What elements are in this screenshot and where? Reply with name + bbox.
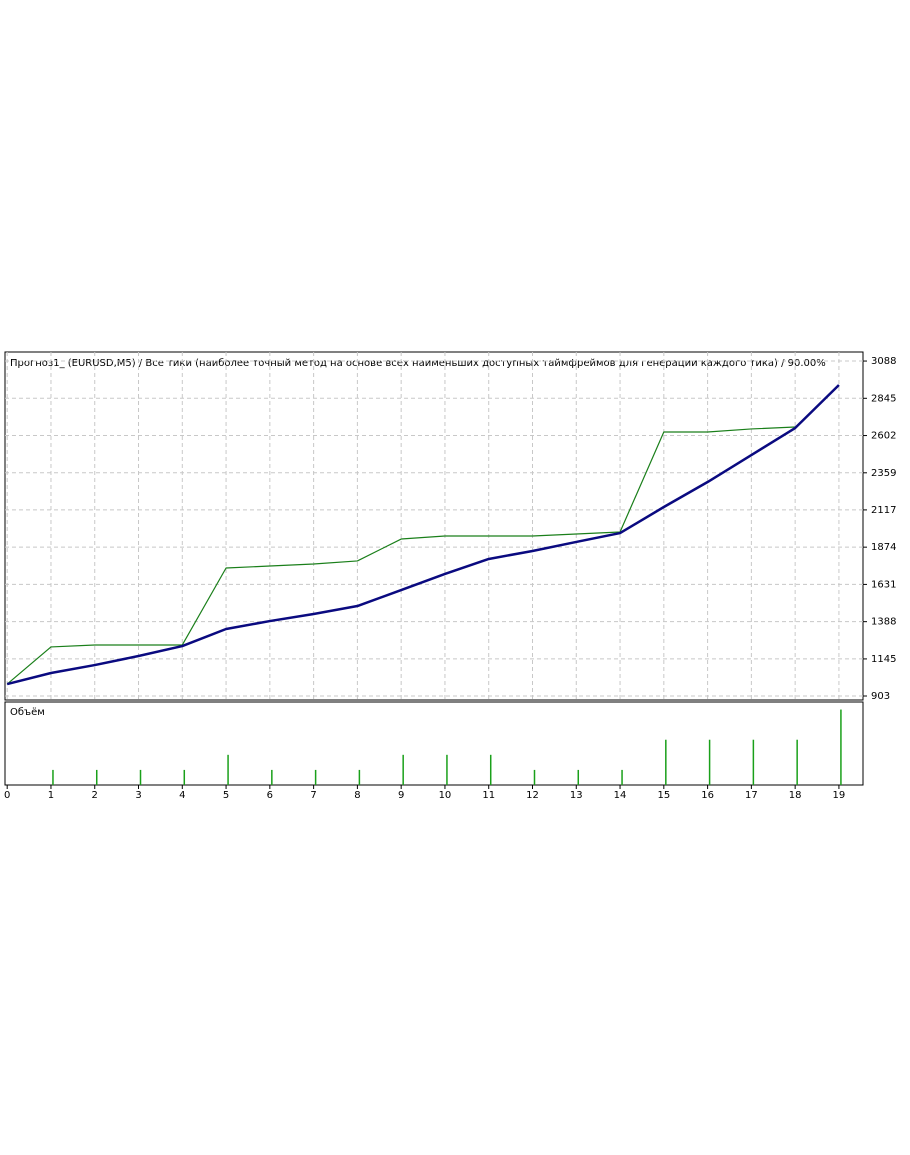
y-tick-label: 903 xyxy=(871,691,890,702)
x-tick-label: 11 xyxy=(482,790,495,801)
volume-bar xyxy=(752,739,755,785)
y-tick-label: 2845 xyxy=(871,393,896,404)
chart-title: Прогноз1_ (EURUSD,M5) / Все тики (наибол… xyxy=(10,358,826,369)
y-tick-label: 2602 xyxy=(871,431,896,442)
x-tick-label: 5 xyxy=(223,790,229,801)
y-tick-label: 3088 xyxy=(871,356,896,367)
x-tick-label: 6 xyxy=(267,790,273,801)
x-tick-label: 0 xyxy=(4,790,10,801)
x-tick-label: 15 xyxy=(657,790,670,801)
volume-bar xyxy=(52,769,54,785)
volume-bar xyxy=(271,769,273,785)
volume-bar xyxy=(402,754,404,785)
volume-bar xyxy=(533,769,536,785)
x-tick-label: 12 xyxy=(526,790,539,801)
y-tick-label: 1874 xyxy=(871,542,896,553)
volume-panel xyxy=(4,701,864,786)
volume-bar xyxy=(358,769,361,785)
x-tick-label: 16 xyxy=(701,790,714,801)
volume-bar xyxy=(665,739,667,785)
volume-bar xyxy=(796,739,798,785)
y-tick-label: 1388 xyxy=(871,617,896,628)
x-tick-label: 3 xyxy=(135,790,141,801)
line-series xyxy=(6,426,796,685)
x-tick-label: 7 xyxy=(310,790,316,801)
x-tick-label: 18 xyxy=(789,790,802,801)
y-tick-label: 1145 xyxy=(871,654,896,665)
volume-bar xyxy=(708,739,711,785)
y-tick-label: 1631 xyxy=(871,579,896,590)
volume-bar xyxy=(95,769,98,785)
x-tick-label: 2 xyxy=(92,790,98,801)
volume-bar xyxy=(840,709,842,785)
x-tick-label: 14 xyxy=(614,790,627,801)
volume-bar xyxy=(227,754,229,785)
x-tick-label: 13 xyxy=(570,790,583,801)
volume-bar xyxy=(577,769,580,785)
x-tick-label: 4 xyxy=(179,790,185,801)
volume-bar xyxy=(183,769,186,785)
volume-label: Объём xyxy=(10,707,45,718)
volume-bar xyxy=(314,769,317,785)
x-tick-label: 9 xyxy=(398,790,404,801)
y-tick-label: 2117 xyxy=(871,505,896,516)
volume-bar xyxy=(446,754,448,785)
volume-bar xyxy=(139,769,142,785)
x-tick-label: 10 xyxy=(439,790,452,801)
volume-bar xyxy=(621,769,623,785)
x-tick-label: 19 xyxy=(833,790,846,801)
y-tick-label: 2359 xyxy=(871,468,896,479)
x-tick-label: 1 xyxy=(48,790,54,801)
x-tick-label: 17 xyxy=(745,790,758,801)
main-panel xyxy=(4,351,864,701)
x-tick-label: 8 xyxy=(354,790,360,801)
volume-bar xyxy=(489,754,492,785)
line-series xyxy=(6,384,840,686)
